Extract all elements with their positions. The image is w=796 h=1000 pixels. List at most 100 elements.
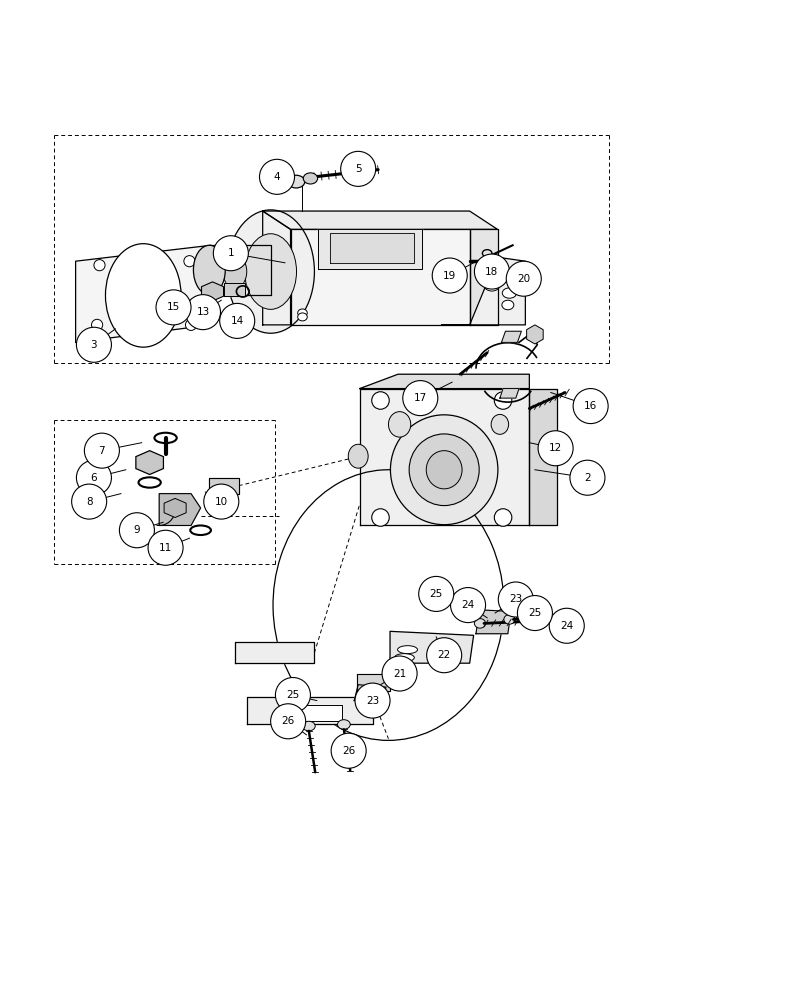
Text: 3: 3	[91, 340, 97, 350]
Text: 23: 23	[509, 594, 522, 604]
Polygon shape	[442, 257, 525, 325]
Circle shape	[119, 513, 154, 548]
Ellipse shape	[372, 509, 389, 526]
Text: 6: 6	[91, 473, 97, 483]
Polygon shape	[500, 389, 519, 398]
Circle shape	[156, 290, 191, 325]
Polygon shape	[390, 631, 474, 663]
Text: 12: 12	[549, 443, 562, 453]
Circle shape	[220, 303, 255, 338]
Ellipse shape	[223, 255, 247, 288]
Circle shape	[275, 678, 310, 713]
Ellipse shape	[227, 210, 314, 333]
Ellipse shape	[427, 451, 462, 489]
Polygon shape	[295, 705, 342, 721]
Ellipse shape	[409, 434, 479, 506]
Polygon shape	[263, 211, 291, 325]
Text: 24: 24	[560, 621, 573, 631]
Circle shape	[570, 460, 605, 495]
Circle shape	[76, 327, 111, 362]
Text: 10: 10	[215, 497, 228, 507]
Circle shape	[213, 236, 248, 271]
Circle shape	[76, 460, 111, 495]
Text: 11: 11	[159, 543, 172, 553]
Circle shape	[549, 608, 584, 643]
Text: 14: 14	[231, 316, 244, 326]
Polygon shape	[354, 685, 386, 701]
Ellipse shape	[504, 615, 515, 624]
Ellipse shape	[395, 654, 414, 662]
Circle shape	[148, 530, 183, 565]
Circle shape	[355, 683, 390, 718]
Polygon shape	[211, 245, 271, 295]
Polygon shape	[476, 610, 511, 634]
Ellipse shape	[105, 244, 181, 347]
Ellipse shape	[298, 309, 307, 317]
Text: 13: 13	[197, 307, 209, 317]
Text: 15: 15	[167, 302, 180, 312]
Polygon shape	[209, 478, 239, 494]
Circle shape	[419, 576, 454, 611]
Ellipse shape	[302, 721, 315, 731]
Polygon shape	[247, 697, 373, 724]
Circle shape	[84, 433, 119, 468]
Ellipse shape	[388, 412, 411, 437]
Text: 25: 25	[529, 608, 541, 618]
Text: 24: 24	[462, 600, 474, 610]
Polygon shape	[263, 211, 498, 229]
Polygon shape	[235, 642, 314, 663]
Circle shape	[451, 588, 486, 623]
Text: 26: 26	[282, 716, 295, 726]
Ellipse shape	[501, 300, 514, 310]
Text: 19: 19	[443, 271, 456, 281]
Text: 26: 26	[342, 746, 355, 756]
Ellipse shape	[184, 256, 195, 267]
Ellipse shape	[491, 414, 509, 434]
Text: 18: 18	[486, 267, 498, 277]
Text: 25: 25	[430, 589, 443, 599]
Circle shape	[331, 733, 366, 768]
Polygon shape	[501, 331, 521, 342]
Text: 8: 8	[86, 497, 92, 507]
Ellipse shape	[303, 173, 318, 184]
Polygon shape	[318, 229, 422, 269]
Ellipse shape	[474, 619, 486, 628]
Circle shape	[382, 656, 417, 691]
Polygon shape	[330, 233, 414, 263]
Polygon shape	[164, 498, 186, 518]
Ellipse shape	[484, 279, 500, 291]
Ellipse shape	[94, 260, 105, 271]
Polygon shape	[201, 282, 224, 301]
Ellipse shape	[338, 720, 350, 729]
Circle shape	[474, 254, 509, 289]
Ellipse shape	[193, 245, 225, 295]
Ellipse shape	[372, 392, 389, 409]
Circle shape	[432, 258, 467, 293]
Polygon shape	[291, 229, 470, 325]
Circle shape	[538, 431, 573, 466]
Ellipse shape	[245, 234, 297, 309]
Ellipse shape	[92, 319, 103, 330]
Text: 16: 16	[584, 401, 597, 411]
Text: 1: 1	[228, 248, 234, 258]
Text: 7: 7	[99, 446, 105, 456]
Polygon shape	[76, 245, 211, 342]
Text: 2: 2	[584, 473, 591, 483]
Ellipse shape	[494, 509, 512, 526]
Polygon shape	[360, 374, 529, 389]
Circle shape	[341, 151, 376, 186]
Text: 17: 17	[414, 393, 427, 403]
Ellipse shape	[494, 392, 512, 409]
Text: 9: 9	[134, 525, 140, 535]
Text: 21: 21	[393, 669, 406, 679]
Circle shape	[72, 484, 107, 519]
Ellipse shape	[298, 313, 307, 321]
Ellipse shape	[502, 288, 517, 298]
Ellipse shape	[287, 175, 305, 188]
Text: 23: 23	[366, 696, 379, 706]
Polygon shape	[360, 389, 529, 525]
Ellipse shape	[185, 319, 197, 330]
Circle shape	[573, 389, 608, 424]
Polygon shape	[224, 283, 245, 296]
Text: 20: 20	[517, 274, 530, 284]
